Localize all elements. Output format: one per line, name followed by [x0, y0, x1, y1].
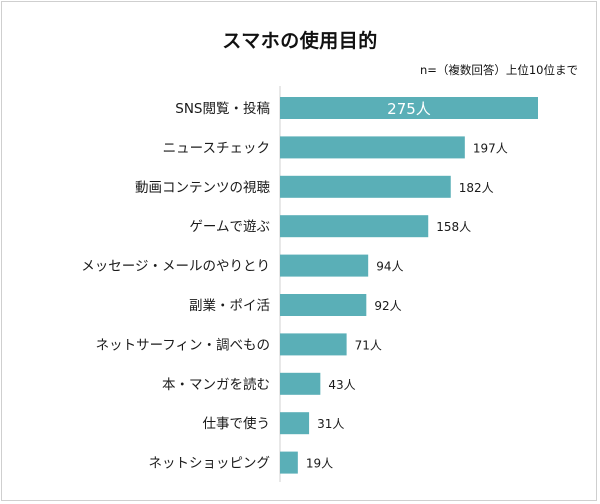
- category-label: ゲームで遊ぶ: [189, 219, 270, 235]
- bar: [280, 333, 347, 356]
- category-label: メッセージ・メールのやりとり: [81, 259, 270, 275]
- value-label: 275人: [387, 100, 431, 118]
- value-label: 92人: [374, 299, 401, 313]
- value-label: 182人: [459, 181, 494, 195]
- chart-note: n=（複数回答）上位10位まで: [419, 63, 578, 77]
- value-label: 158人: [436, 220, 471, 234]
- bar: [280, 136, 465, 159]
- value-label: 197人: [473, 141, 508, 155]
- chart-title: スマホの使用目的: [222, 30, 378, 52]
- bar: [280, 451, 298, 474]
- category-label: 本・マンガを読む: [162, 377, 270, 393]
- value-label: 94人: [376, 260, 403, 274]
- value-label: 19人: [306, 457, 333, 471]
- category-label: ネットショッピング: [149, 456, 271, 472]
- bar: [280, 97, 538, 119]
- bar: [280, 412, 310, 435]
- value-label: 71人: [355, 338, 382, 352]
- bar: [280, 175, 451, 198]
- bar: [280, 372, 321, 395]
- category-label: 仕事で使う: [203, 415, 271, 432]
- bar: [280, 294, 367, 316]
- value-label: 31人: [317, 417, 344, 431]
- bar: [280, 215, 429, 238]
- category-label: SNS閲覧・投稿: [175, 100, 270, 117]
- value-label: 43人: [328, 378, 355, 392]
- category-label: ニュースチェック: [163, 140, 270, 156]
- category-label: ネットサーフィン・調べもの: [96, 337, 270, 353]
- bar: [280, 254, 369, 277]
- category-label: 動画コンテンツの視聴: [135, 180, 270, 196]
- category-label: 副業・ポイ活: [189, 298, 270, 314]
